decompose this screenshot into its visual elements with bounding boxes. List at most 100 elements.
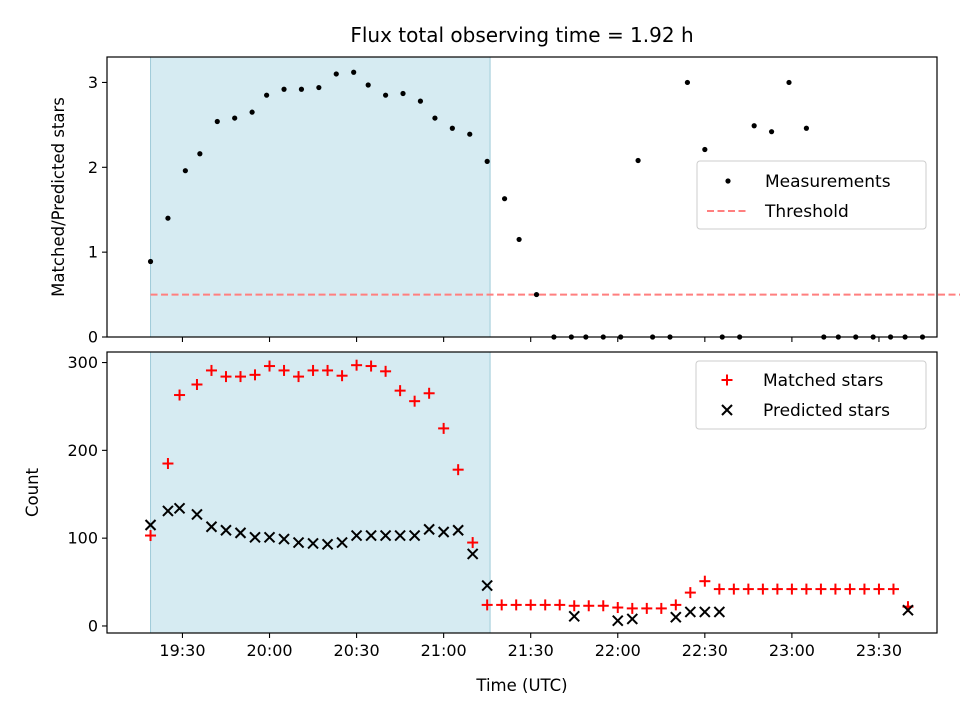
predicted-star-marker bbox=[336, 536, 348, 549]
matched-star-marker bbox=[423, 387, 435, 399]
predicted-star-marker bbox=[307, 537, 319, 550]
matched-star-marker bbox=[641, 602, 653, 614]
bottom-y-axis-ticks: 0 100 200 300 bbox=[67, 353, 107, 635]
cross-stroke-b bbox=[466, 548, 479, 560]
matched-star-marker bbox=[162, 458, 174, 470]
cross-stroke-b bbox=[394, 529, 406, 542]
predicted-star-marker bbox=[350, 529, 363, 542]
legend-matched-label: Matched stars bbox=[763, 371, 883, 391]
bottom-y-tick-label: 200 bbox=[67, 441, 98, 460]
matched-star-marker bbox=[887, 583, 899, 595]
cross-stroke-b bbox=[173, 502, 186, 515]
measurement-point bbox=[147, 258, 154, 265]
cross-stroke-b bbox=[452, 524, 464, 536]
top-observing-window-shade bbox=[150, 56, 491, 338]
measurement-point bbox=[281, 86, 287, 92]
matched-stars-points bbox=[145, 359, 914, 614]
predicted-star-marker bbox=[902, 604, 914, 616]
matched-star-marker bbox=[307, 364, 319, 376]
cross-stroke-b bbox=[220, 524, 232, 536]
predicted-star-marker bbox=[173, 502, 186, 515]
cross-stroke-b bbox=[307, 537, 319, 550]
matched-star-marker bbox=[655, 602, 667, 614]
cross-stroke-b bbox=[365, 529, 377, 542]
predicted-star-marker bbox=[437, 526, 450, 538]
predicted-star-marker bbox=[205, 521, 218, 533]
cross-stroke-b bbox=[234, 527, 247, 539]
predicted-star-marker bbox=[220, 524, 232, 536]
matched-star-marker bbox=[771, 583, 783, 595]
cross-stroke-b bbox=[350, 529, 363, 542]
matched-star-marker bbox=[525, 599, 537, 611]
x-tick-label: 19:30 bbox=[159, 641, 205, 660]
bottom-y-tick-label: 100 bbox=[67, 529, 98, 548]
matched-star-marker bbox=[670, 599, 682, 611]
top-y-axis-label: Matched/Predicted stars bbox=[49, 97, 68, 297]
matched-star-marker bbox=[699, 575, 711, 587]
predicted-star-marker bbox=[481, 579, 493, 592]
measurement-point bbox=[182, 168, 188, 174]
top-y-tick-label: 2 bbox=[88, 158, 98, 177]
cross-stroke-b bbox=[379, 529, 392, 542]
predicted-star-marker bbox=[394, 529, 406, 542]
top-legend: Measurements Threshold bbox=[696, 160, 927, 230]
predicted-star-marker bbox=[670, 611, 682, 623]
matched-star-marker bbox=[815, 583, 827, 595]
measurement-point bbox=[232, 115, 238, 121]
measurement-point bbox=[702, 146, 708, 153]
measurement-point bbox=[803, 125, 810, 131]
measurement-point bbox=[432, 115, 438, 121]
predicted-star-marker bbox=[144, 519, 157, 531]
predicted-star-marker bbox=[684, 606, 697, 618]
matched-star-marker bbox=[612, 602, 624, 614]
matched-star-marker bbox=[264, 360, 276, 372]
x-axis-label: Time (UTC) bbox=[475, 676, 567, 695]
measurement-point bbox=[516, 236, 522, 243]
predicted-star-marker bbox=[234, 527, 247, 539]
predicted-star-marker bbox=[612, 614, 624, 627]
matched-star-marker bbox=[380, 365, 392, 377]
measurement-point bbox=[501, 196, 508, 202]
bottom-y-tick-label: 300 bbox=[67, 353, 98, 372]
matched-star-marker bbox=[800, 583, 812, 595]
measurement-point bbox=[264, 92, 270, 98]
legend-measurements-marker bbox=[725, 178, 731, 184]
measurement-point bbox=[684, 79, 691, 86]
cross-stroke-b bbox=[481, 579, 493, 592]
measurement-point bbox=[768, 129, 775, 135]
matched-star-marker bbox=[728, 583, 740, 595]
bottom-y-tick-label: 0 bbox=[88, 616, 98, 635]
predicted-star-marker bbox=[292, 536, 305, 549]
matched-star-marker bbox=[174, 389, 186, 401]
cross-stroke-b bbox=[670, 611, 682, 623]
cross-stroke-b bbox=[437, 526, 450, 538]
cross-stroke-b bbox=[205, 521, 218, 533]
matched-star-marker bbox=[713, 583, 725, 595]
matched-star-marker bbox=[234, 371, 246, 383]
cross-stroke-b bbox=[278, 533, 290, 545]
cross-stroke-b bbox=[191, 508, 203, 521]
matched-star-marker bbox=[205, 364, 217, 376]
bottom-axes-frame bbox=[106, 351, 938, 634]
matched-star-marker bbox=[626, 602, 638, 614]
matched-star-marker bbox=[293, 371, 305, 383]
predicted-star-marker bbox=[379, 529, 392, 542]
predicted-star-marker bbox=[713, 606, 726, 618]
measurement-point bbox=[484, 158, 490, 164]
matched-star-marker bbox=[336, 370, 348, 382]
legend-plus-glyph bbox=[721, 374, 733, 386]
matched-star-marker bbox=[858, 583, 870, 595]
measurement-point bbox=[400, 90, 406, 97]
x-tick-label: 20:30 bbox=[334, 641, 380, 660]
cross-stroke-b bbox=[263, 531, 276, 543]
predicted-stars-points bbox=[144, 502, 914, 627]
matched-star-marker bbox=[568, 600, 580, 612]
measurement-point bbox=[298, 86, 305, 92]
matched-star-marker bbox=[583, 600, 595, 612]
measurement-point bbox=[751, 123, 757, 129]
cross-stroke-b bbox=[249, 531, 261, 543]
measurement-point bbox=[449, 125, 455, 131]
bottom-y-axis-label: Count bbox=[23, 467, 42, 517]
x-tick-label: 22:30 bbox=[682, 641, 728, 660]
